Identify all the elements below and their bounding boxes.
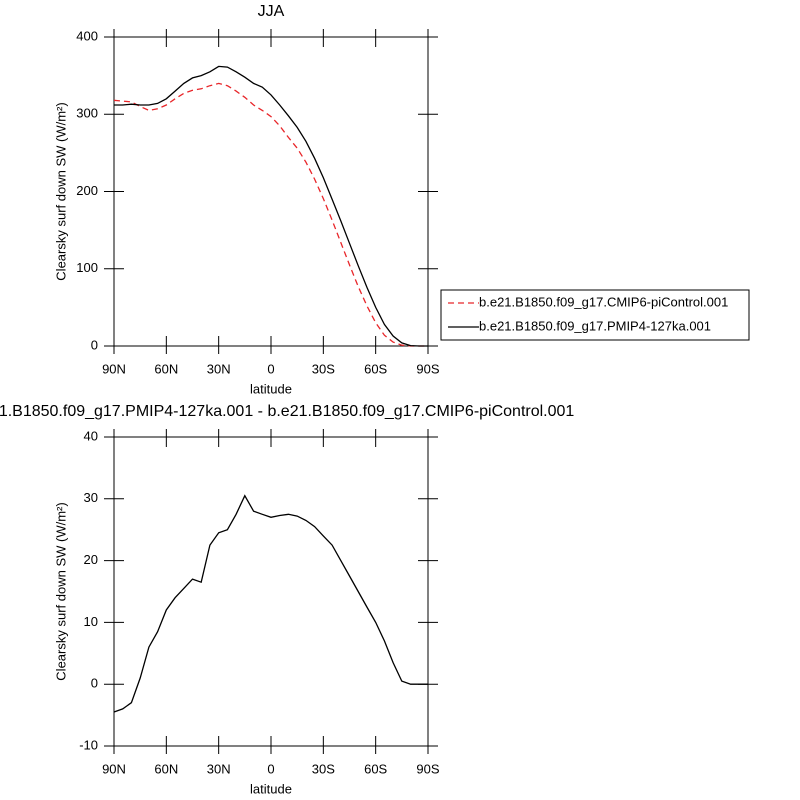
y-axis-label: Clearsky surf down SW (W/m²)	[53, 502, 68, 680]
chart-title: JJA	[258, 3, 285, 20]
x-tick-label: 90S	[416, 761, 439, 776]
data-line	[113, 82, 428, 347]
x-tick-label: 90S	[416, 361, 439, 376]
x-tick-label: 30S	[312, 361, 335, 376]
y-tick-label: -10	[79, 737, 98, 752]
x-tick-label: 60S	[364, 761, 387, 776]
x-tick-label: 30S	[312, 761, 335, 776]
y-tick-label: 30	[84, 490, 98, 505]
x-tick-label: 60N	[154, 361, 178, 376]
x-axis-label: latitude	[250, 381, 292, 396]
legend-box	[440, 289, 750, 341]
y-tick-label: 20	[84, 552, 98, 567]
x-tick-label: 0	[267, 761, 274, 776]
y-tick-label: 200	[76, 183, 98, 198]
x-tick-label: 0	[267, 361, 274, 376]
y-axis-label: Clearsky surf down SW (W/m²)	[53, 102, 68, 280]
plot-frame	[113, 36, 429, 347]
y-tick-label: 100	[76, 260, 98, 275]
plot-frame	[113, 436, 429, 747]
y-tick-label: 400	[76, 28, 98, 43]
chart-title: b.e21.B1850.f09_g17.PMIP4-127ka.001 - b.…	[0, 403, 574, 420]
y-tick-label: 0	[91, 337, 98, 352]
x-axis-label: latitude	[250, 781, 292, 796]
data-line	[113, 494, 428, 713]
data-line	[114, 65, 428, 347]
x-tick-label: 60N	[154, 761, 178, 776]
y-tick-label: 40	[84, 428, 98, 443]
y-tick-label: 0	[91, 676, 98, 691]
x-tick-label: 90N	[102, 761, 126, 776]
y-tick-label: 300	[76, 106, 98, 121]
legend-label: b.e21.B1850.f09_g17.CMIP6-piControl.001	[479, 294, 728, 309]
legend-label: b.e21.B1850.f09_g17.PMIP4-127ka.001	[479, 318, 711, 333]
x-tick-label: 30N	[207, 761, 231, 776]
y-tick-label: 10	[84, 614, 98, 629]
x-tick-label: 90N	[102, 361, 126, 376]
x-tick-label: 30N	[207, 361, 231, 376]
x-tick-label: 60S	[364, 361, 387, 376]
